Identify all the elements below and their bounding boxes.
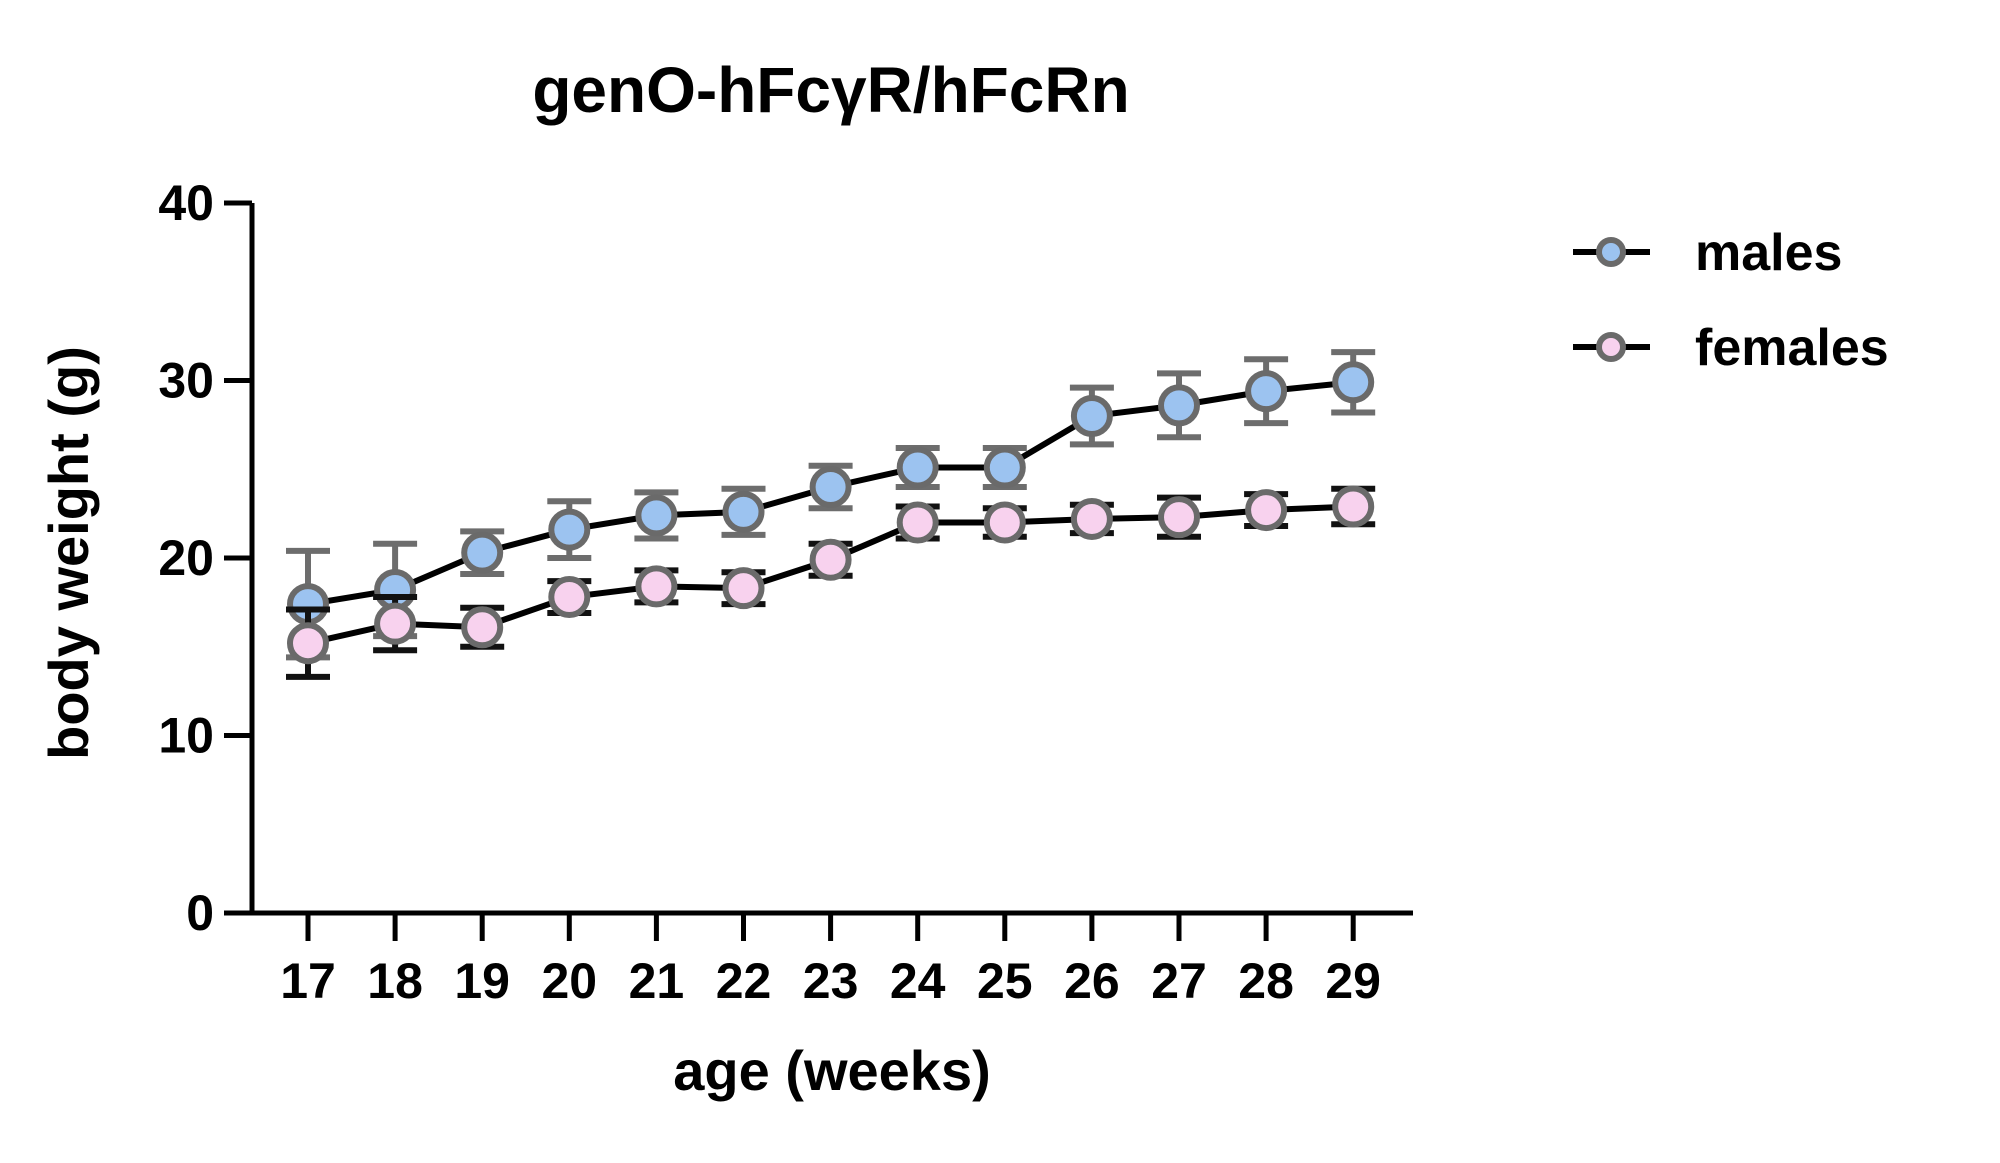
x-tick-label: 24 xyxy=(890,953,946,1009)
data-point-females xyxy=(1070,497,1113,540)
data-point-females xyxy=(461,606,504,649)
x-axis-label: age (weeks) xyxy=(673,1039,991,1102)
data-point-females xyxy=(722,567,765,610)
data-point-males xyxy=(1070,395,1113,437)
data-point-females xyxy=(896,501,939,544)
series-males xyxy=(286,349,1376,661)
y-tick-label: 10 xyxy=(158,708,214,764)
legend-marker-females-icon xyxy=(1596,332,1626,362)
y-tick-label: 30 xyxy=(158,353,214,409)
data-point-females xyxy=(1158,496,1200,539)
x-tick-label: 19 xyxy=(454,953,510,1009)
x-tick-label: 20 xyxy=(541,953,597,1009)
data-point-males xyxy=(1245,370,1288,413)
series-layer xyxy=(286,349,1376,680)
legend-label-males: males xyxy=(1695,224,1842,282)
x-tick-label: 18 xyxy=(367,953,423,1009)
data-point-females xyxy=(287,622,329,665)
x-tick-label: 21 xyxy=(629,953,685,1009)
axes-layer: 0 10 20 30 40 17 18 19 20 21 22 23 24 25 26 27 28 29 xyxy=(158,175,1413,1009)
data-point-females xyxy=(374,602,417,645)
legend-item-females: females xyxy=(1573,319,1889,377)
data-point-females xyxy=(983,501,1026,544)
y-axis-label: body weight (g) xyxy=(37,346,100,760)
x-tick-label: 17 xyxy=(280,953,336,1009)
data-point-males xyxy=(548,508,591,551)
x-tick-label: 27 xyxy=(1151,953,1207,1009)
y-tick-label: 0 xyxy=(186,885,214,941)
legend-item-males: males xyxy=(1573,224,1842,282)
legend-label-females: females xyxy=(1695,319,1889,377)
data-point-males xyxy=(983,446,1026,489)
data-point-males xyxy=(1332,361,1375,404)
data-point-females xyxy=(1332,485,1375,528)
data-point-females xyxy=(548,576,591,619)
data-point-males xyxy=(635,494,678,537)
series-females xyxy=(286,485,1376,680)
x-tick-label: 28 xyxy=(1238,953,1294,1009)
x-tick-label: 23 xyxy=(803,953,859,1009)
data-point-females xyxy=(635,565,678,608)
data-point-males xyxy=(896,446,939,489)
x-tick-label: 22 xyxy=(716,953,772,1009)
x-tick-label: 29 xyxy=(1325,953,1381,1009)
x-tick-label: 25 xyxy=(977,953,1033,1009)
data-point-females xyxy=(1245,489,1288,532)
legend: males females xyxy=(1573,224,1889,377)
legend-marker-males-icon xyxy=(1596,237,1626,267)
x-tick-label: 26 xyxy=(1064,953,1120,1009)
data-point-males xyxy=(1158,384,1200,427)
y-tick-label: 40 xyxy=(158,175,214,231)
data-point-females xyxy=(809,538,852,581)
data-point-males xyxy=(722,490,765,533)
chart-title: genO-hFcγR/hFcRn xyxy=(532,54,1129,126)
data-point-males xyxy=(809,466,852,508)
y-tick-label: 20 xyxy=(158,530,214,586)
data-point-males xyxy=(461,531,504,574)
